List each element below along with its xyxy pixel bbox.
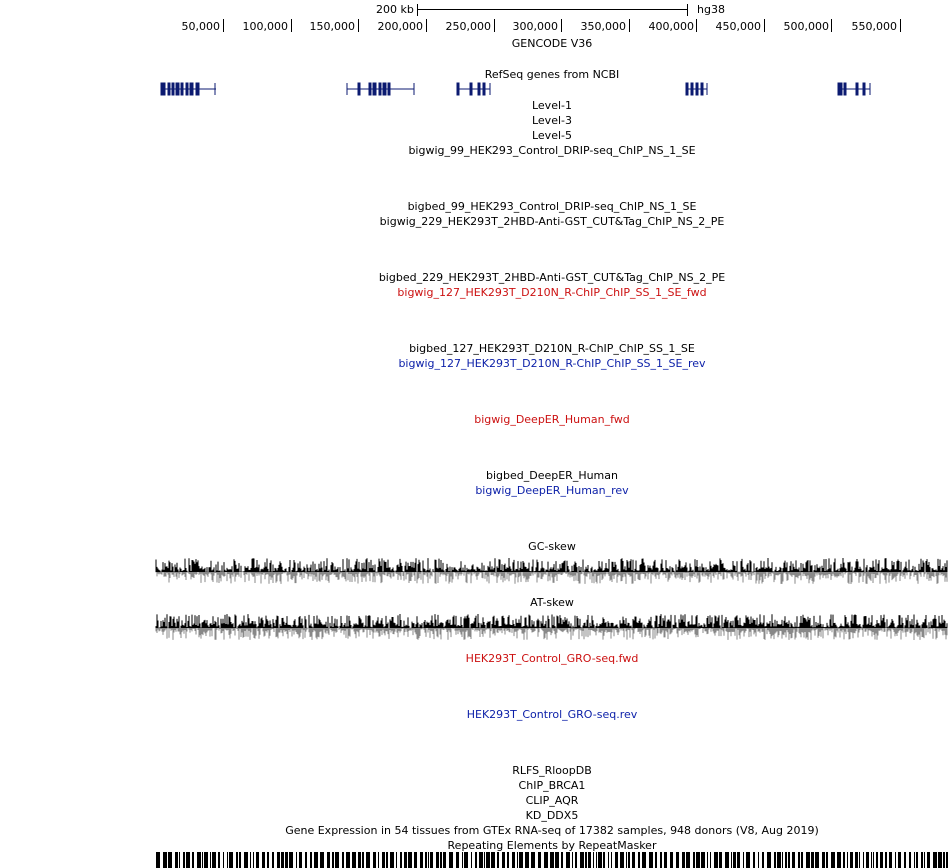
scale-bar	[417, 4, 688, 16]
ruler-tick	[291, 19, 292, 32]
track-label-cuttag-bigbed[interactable]: bigbed_229_HEK293T_2HBD-Anti-GST_CUT&Tag…	[378, 271, 726, 284]
ruler-tick-label: 500,000	[783, 20, 830, 33]
ruler-tick	[764, 19, 765, 32]
track-label-level5[interactable]: Level-5	[531, 129, 572, 142]
ruler-tick-label: 200,000	[377, 20, 424, 33]
ruler-tick-label: 400,000	[648, 20, 695, 33]
ruler-tick-label: 300,000	[512, 20, 559, 33]
ruler-tick	[831, 19, 832, 32]
track-label-kd-ddx5[interactable]: KD_DDX5	[525, 809, 579, 822]
ruler-tick-label: 350,000	[580, 20, 627, 33]
ruler-tick	[358, 19, 359, 32]
track-label-gro-fwd[interactable]: HEK293T_Control_GRO-seq.fwd	[465, 652, 639, 665]
track-label-deeper-bigbed[interactable]: bigbed_DeepER_Human	[485, 469, 618, 482]
track-label-rlfs[interactable]: RLFS_RloopDB	[512, 764, 592, 777]
ruler-tick	[629, 19, 630, 32]
ruler-tick-label: 250,000	[445, 20, 492, 33]
ruler-tick	[494, 19, 495, 32]
track-label-at-skew[interactable]: AT-skew	[530, 596, 574, 609]
track-label-gro-rev[interactable]: HEK293T_Control_GRO-seq.rev	[466, 708, 638, 721]
ruler-tick-label: 550,000	[851, 20, 898, 33]
track-label-gtex[interactable]: Gene Expression in 54 tissues from GTEx …	[285, 824, 819, 837]
track-label-deeper-rev[interactable]: bigwig_DeepER_Human_rev	[475, 484, 629, 497]
track-label-rchip-bigbed[interactable]: bigbed_127_HEK293T_D210N_R-ChIP_ChIP_SS_…	[409, 342, 695, 355]
track-label-drip-bigbed[interactable]: bigbed_99_HEK293_Control_DRIP-seq_ChIP_N…	[407, 200, 697, 213]
assembly-label: hg38	[697, 3, 725, 16]
track-label-gencode[interactable]: GENCODE V36	[511, 37, 593, 50]
track-label-rchip-fwd[interactable]: bigwig_127_HEK293T_D210N_R-ChIP_ChIP_SS_…	[397, 286, 707, 299]
track-label-rchip-rev[interactable]: bigwig_127_HEK293T_D210N_R-ChIP_ChIP_SS_…	[398, 357, 706, 370]
ruler-tick-label: 150,000	[309, 20, 356, 33]
ruler-tick	[696, 19, 697, 32]
ruler-tick-label: 50,000	[181, 20, 221, 33]
ruler-tick	[223, 19, 224, 32]
track-label-refseq[interactable]: RefSeq genes from NCBI	[484, 68, 620, 81]
track-label-deeper-fwd[interactable]: bigwig_DeepER_Human_fwd	[474, 413, 630, 426]
ruler-tick-label: 450,000	[715, 20, 762, 33]
ruler-tick	[561, 19, 562, 32]
track-label-drip-bigwig[interactable]: bigwig_99_HEK293_Control_DRIP-seq_ChIP_N…	[408, 144, 696, 157]
track-label-clip-aqr[interactable]: CLIP_AQR	[525, 794, 579, 807]
track-label-chip-brca1[interactable]: ChIP_BRCA1	[518, 779, 586, 792]
ruler-tick-label: 100,000	[242, 20, 289, 33]
track-label-level1[interactable]: Level-1	[531, 99, 572, 112]
ruler-tick	[900, 19, 901, 32]
track-label-repeatmasker[interactable]: Repeating Elements by RepeatMasker	[447, 839, 657, 852]
track-label-gc-skew[interactable]: GC-skew	[528, 540, 576, 553]
scale-bar-label: 200 kb	[376, 3, 414, 16]
track-label-cuttag-bigwig[interactable]: bigwig_229_HEK293T_2HBD-Anti-GST_CUT&Tag…	[379, 215, 725, 228]
ruler-tick	[426, 19, 427, 32]
track-label-level3[interactable]: Level-3	[531, 114, 572, 127]
